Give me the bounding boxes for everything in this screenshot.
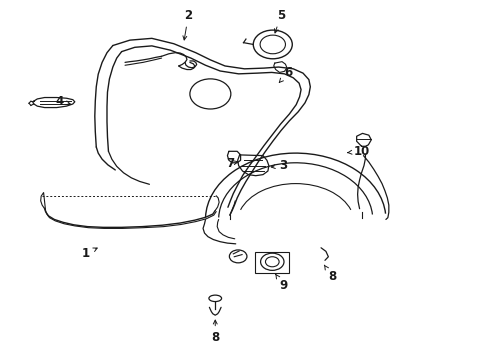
Text: 8: 8 [324, 265, 336, 283]
Text: 1: 1 [82, 247, 97, 260]
Text: 6: 6 [279, 66, 292, 82]
Text: 5: 5 [274, 9, 285, 33]
Text: 8: 8 [211, 320, 219, 344]
Text: 3: 3 [271, 159, 287, 172]
Text: 10: 10 [347, 145, 369, 158]
Text: 9: 9 [275, 274, 287, 292]
Text: 2: 2 [183, 9, 192, 40]
Bar [255, 252, 289, 273]
Text: 7: 7 [225, 157, 237, 170]
Text: 4: 4 [55, 95, 70, 108]
